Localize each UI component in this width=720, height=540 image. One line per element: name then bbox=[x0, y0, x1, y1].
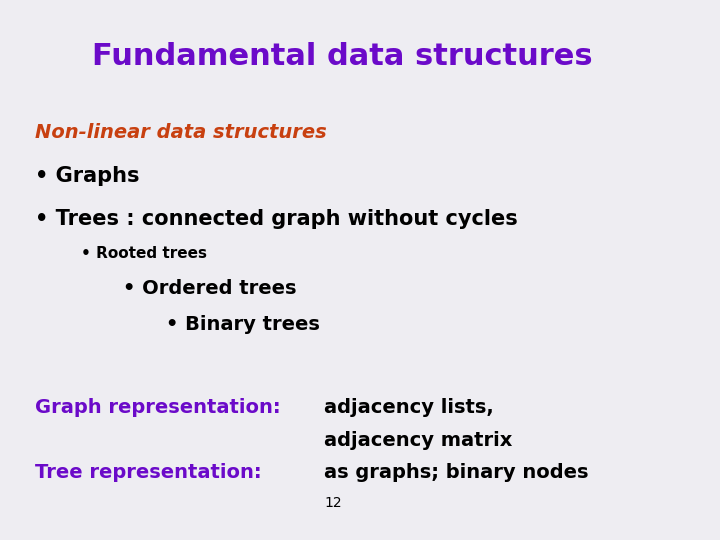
Text: • Graphs: • Graphs bbox=[35, 165, 140, 186]
Text: as graphs; binary nodes: as graphs; binary nodes bbox=[324, 463, 589, 482]
Text: adjacency matrix: adjacency matrix bbox=[324, 430, 513, 450]
Text: • Rooted trees: • Rooted trees bbox=[81, 246, 207, 261]
Text: • Trees : connected graph without cycles: • Trees : connected graph without cycles bbox=[35, 208, 518, 229]
Text: • Ordered trees: • Ordered trees bbox=[123, 279, 297, 299]
Text: Tree representation:: Tree representation: bbox=[35, 463, 262, 482]
Text: adjacency lists,: adjacency lists, bbox=[324, 398, 494, 417]
Text: 12: 12 bbox=[324, 496, 342, 510]
Text: Fundamental data structures: Fundamental data structures bbox=[91, 42, 593, 71]
Text: • Binary trees: • Binary trees bbox=[166, 314, 320, 334]
Text: Graph representation:: Graph representation: bbox=[35, 398, 281, 417]
Text: Non-linear data structures: Non-linear data structures bbox=[35, 123, 327, 142]
